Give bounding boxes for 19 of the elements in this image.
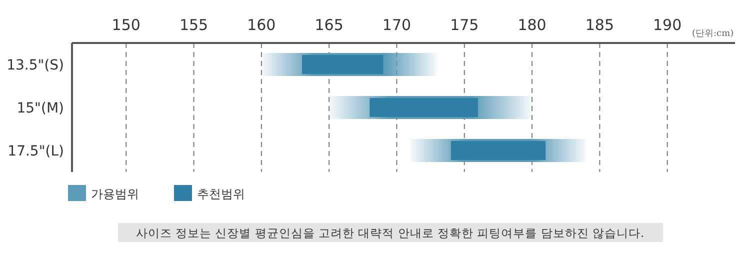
text: 사이즈 정보는 신장별 평균인심을 고려한 대략적 안내로 정확한 피팅여부를 담보하진 않습니다. bbox=[136, 226, 644, 240]
x-tick-label: 185 bbox=[585, 16, 614, 34]
x-tick-label: 155 bbox=[179, 16, 208, 34]
text: (단위:cm) bbox=[692, 29, 734, 39]
x-tick-label: 170 bbox=[382, 16, 412, 34]
x-tick-label: 175 bbox=[450, 16, 479, 34]
bar bbox=[370, 98, 478, 117]
x-tick-label: 190 bbox=[653, 16, 682, 34]
x-tick-label: 180 bbox=[518, 16, 546, 34]
x-tick-label: 150 bbox=[112, 16, 140, 34]
x-tick-label: 165 bbox=[314, 16, 344, 34]
bar bbox=[302, 55, 384, 74]
legend-label: 가용범위 bbox=[91, 187, 139, 201]
bar bbox=[450, 141, 546, 160]
y-tick-label: 13.5"(S) bbox=[6, 58, 64, 74]
y-tick-label: 15"(M) bbox=[16, 100, 64, 116]
y-tick-label: 17.5"(L) bbox=[8, 144, 64, 160]
x-tick-label: 160 bbox=[247, 16, 276, 34]
legend-label: 추천범위 bbox=[197, 187, 245, 201]
